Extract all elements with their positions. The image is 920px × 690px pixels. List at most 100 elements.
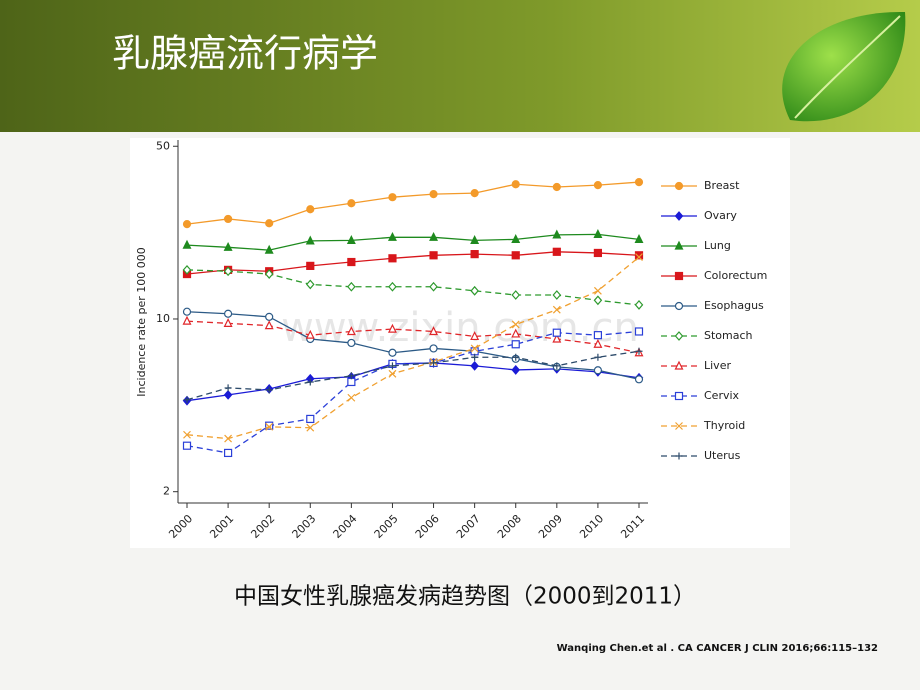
marker (552, 182, 561, 192)
citation: Wanqing Chen.et al . CA CANCER J CLIN 20… (557, 643, 878, 654)
y-tick-label: 10 (156, 312, 170, 325)
marker (265, 312, 274, 321)
marker (265, 219, 274, 228)
legend-label: Thyroid (703, 419, 745, 432)
marker (593, 295, 603, 306)
marker (224, 384, 232, 392)
watermark: www.zixin.com.cn (281, 305, 639, 351)
marker (306, 205, 315, 214)
legend-marker (675, 452, 683, 460)
legend-label: Colorectum (704, 269, 767, 282)
marker (512, 353, 520, 361)
marker (264, 269, 274, 279)
series-line (186, 330, 640, 454)
caption: 中国女性乳腺癌发病趋势图（2000到2011） (234, 584, 696, 610)
marker (388, 254, 397, 263)
marker (223, 448, 233, 458)
marker (388, 369, 397, 378)
legend-label: Cervix (704, 389, 740, 402)
series-line (186, 350, 640, 401)
marker (429, 344, 438, 353)
marker (387, 323, 397, 333)
marker (305, 235, 315, 245)
marker (346, 235, 356, 244)
legend-label: Liver (704, 359, 731, 372)
marker (387, 231, 397, 241)
marker (553, 362, 561, 370)
marker (635, 253, 643, 262)
marker (552, 333, 562, 343)
chart-panel (130, 138, 790, 548)
marker (634, 327, 644, 336)
marker (388, 348, 397, 357)
leaf-vein (794, 15, 901, 119)
marker (429, 281, 438, 292)
series-line (186, 233, 640, 251)
legend-label: Breast (704, 179, 740, 192)
marker (511, 290, 521, 300)
marker (593, 229, 603, 238)
marker (593, 286, 602, 295)
marker (593, 181, 603, 190)
marker (511, 180, 520, 189)
marker (182, 441, 192, 450)
marker (347, 281, 356, 292)
marker (388, 281, 397, 292)
marker (182, 315, 192, 325)
legend-marker (675, 422, 683, 430)
marker (429, 326, 439, 336)
marker (223, 241, 233, 251)
marker (593, 338, 603, 348)
marker (388, 362, 396, 370)
marker (429, 251, 438, 260)
marker (306, 414, 315, 424)
marker (634, 375, 644, 384)
marker (635, 347, 643, 355)
marker (634, 178, 644, 187)
legend-label: Stomach (704, 329, 753, 342)
marker (347, 377, 356, 387)
marker (305, 279, 315, 290)
marker (429, 231, 439, 241)
marker (223, 318, 233, 327)
y-axis-label: Incidence rate per 100 000 (135, 247, 148, 396)
marker (593, 366, 603, 375)
legend-marker (674, 181, 684, 191)
marker (224, 434, 233, 443)
legend-label: Ovary (704, 209, 737, 222)
marker (470, 189, 479, 198)
marker (347, 199, 356, 208)
marker (593, 331, 603, 340)
marker (183, 430, 191, 439)
y-tick-label: 2 (163, 485, 170, 498)
marker (470, 331, 480, 341)
marker (470, 344, 479, 353)
marker (265, 386, 273, 394)
marker (470, 250, 479, 259)
marker (306, 261, 315, 270)
marker (264, 244, 274, 254)
series-line (186, 320, 640, 354)
marker (430, 359, 438, 367)
marker (470, 285, 479, 296)
marker (182, 239, 192, 249)
marker (552, 290, 562, 300)
series-line (186, 256, 640, 440)
legend-label: Uterus (704, 449, 741, 462)
marker (552, 328, 561, 337)
marker (223, 309, 233, 318)
marker (511, 320, 520, 329)
marker (182, 307, 192, 316)
marker (223, 266, 233, 277)
marker (552, 229, 562, 239)
marker (429, 190, 438, 199)
header-band (0, 0, 920, 132)
marker (346, 326, 356, 336)
marker (471, 353, 479, 361)
series-line (186, 251, 640, 275)
marker (223, 214, 233, 224)
marker (552, 305, 561, 314)
marker (593, 248, 603, 258)
marker (594, 353, 602, 361)
